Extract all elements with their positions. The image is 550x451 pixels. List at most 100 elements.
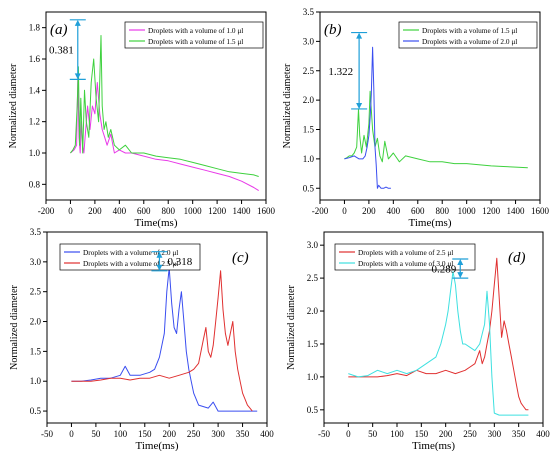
x-tick-label: 350 [512, 429, 526, 439]
y-tick-label: 3.0 [303, 36, 315, 46]
y-tick-label: 0.5 [30, 406, 42, 416]
y-tick-label: 0.8 [29, 179, 41, 189]
x-tick-label: 400 [260, 429, 274, 439]
y-tick-label: 1.2 [29, 117, 40, 127]
y-axis-label: Normalized diameter [286, 284, 297, 369]
plot-frame [46, 231, 268, 424]
series-line-2 [344, 46, 391, 189]
y-axis-label: Normalized diameter [282, 63, 293, 148]
x-tick-label: 1400 [233, 206, 252, 216]
series-line-1 [348, 257, 529, 411]
x-tick-label: -50 [41, 429, 53, 439]
annotation-arrowhead-top [156, 251, 163, 258]
x-tick-label: 150 [415, 429, 429, 439]
x-tick-label: 600 [411, 206, 425, 216]
plot-frame [45, 11, 267, 201]
legend-entry: Droplets with a volume of 2.5 μl [358, 248, 453, 257]
x-tick-label: 400 [387, 206, 401, 216]
x-tick-label: 250 [463, 429, 477, 439]
x-tick-label: -50 [318, 429, 330, 439]
x-tick-label: 0 [342, 206, 347, 216]
x-tick-label: 600 [137, 206, 151, 216]
x-tick-label: 200 [162, 429, 176, 439]
x-tick-label: 1600 [531, 206, 550, 216]
panel-label: (c) [232, 250, 249, 266]
y-tick-label: 1.8 [29, 23, 41, 33]
y-tick-label: 2.0 [30, 317, 42, 327]
y-tick-label: 1.6 [29, 54, 41, 64]
annotation-label: 0.289 [432, 264, 457, 276]
legend-box [398, 21, 538, 49]
x-tick-label: 100 [390, 429, 404, 439]
y-tick-label: 3.0 [30, 257, 42, 267]
panel-label: (d) [508, 250, 526, 266]
x-tick-label: 200 [362, 206, 376, 216]
x-tick-label: 400 [536, 429, 550, 439]
y-tick-label: 0.5 [303, 183, 315, 193]
annotation-label: 1.322 [328, 66, 353, 78]
x-tick-label: 250 [187, 429, 201, 439]
annotation-arrowhead-top [74, 19, 81, 26]
legend-box [59, 243, 201, 271]
chart-panel-4: -50 0 50 100 150 200 250 300 350 400 0.5 1.0 1.5 2.0 2… [286, 231, 550, 451]
legend-entry: Droplets with a volume of 2.0 μl [83, 248, 178, 257]
y-tick-label: 1.4 [29, 85, 41, 95]
x-tick-label: 1400 [507, 206, 526, 216]
x-tick-label: 1200 [482, 206, 501, 216]
x-tick-label: 200 [88, 206, 102, 216]
y-tick-label: 3.0 [307, 240, 319, 250]
panel-label: (a) [50, 22, 68, 38]
x-tick-label: -200 [38, 206, 55, 216]
y-tick-label: 1.0 [30, 376, 42, 386]
series-line-2 [70, 35, 259, 177]
x-tick-label: 0 [68, 206, 73, 216]
legend-entry: Droplets with a volume of 1.0 μl [148, 26, 243, 35]
x-tick-label: 350 [236, 429, 250, 439]
x-tick-label: 800 [161, 206, 175, 216]
y-tick-label: 1.0 [307, 372, 319, 382]
x-tick-label: 800 [435, 206, 449, 216]
y-tick-label: 0.5 [307, 405, 319, 415]
annotation-arrowhead-top [457, 259, 464, 266]
y-tick-label: 2.5 [303, 66, 315, 76]
x-tick-label: 1000 [458, 206, 477, 216]
x-tick-label: 300 [211, 429, 225, 439]
series-line-1 [344, 90, 528, 169]
y-tick-label: 1.5 [307, 339, 319, 349]
y-tick-label: 2.0 [303, 95, 315, 105]
x-tick-label: 1200 [208, 206, 227, 216]
y-axis-label: Normalized diameter [9, 284, 20, 369]
annotation-label: 0.318 [167, 256, 192, 268]
x-tick-label: 50 [91, 429, 101, 439]
legend-entry: Droplets with a volume of 1.5 μl [148, 37, 243, 46]
annotation-label: 0.381 [49, 45, 74, 57]
y-tick-label: 1.5 [303, 125, 315, 135]
x-tick-label: 1600 [257, 206, 276, 216]
chart-panel-3: -50 0 50 100 150 200 250 300 350 400 0.5 1.0 1.5 2.0 2… [9, 227, 274, 451]
legend-entry: Droplets with a volume of 3.0 μl [358, 259, 453, 268]
x-tick-label: 50 [368, 429, 378, 439]
x-tick-label: 300 [488, 429, 502, 439]
series-line-1 [71, 267, 258, 412]
annotation-arrowhead-bottom [457, 272, 464, 279]
y-tick-label: 1.0 [29, 148, 41, 158]
series-line-2 [71, 270, 253, 412]
y-axis-label: Normalized diameter [8, 63, 19, 148]
x-tick-label: 100 [114, 429, 128, 439]
y-tick-label: 2.5 [307, 273, 319, 283]
y-tick-label: 1.5 [30, 346, 42, 356]
x-tick-label: 0 [346, 429, 351, 439]
legend-box [334, 243, 476, 271]
legend-entry: Droplets with a volume of 2.0 μl [422, 37, 517, 46]
annotation-arrowhead-bottom [356, 102, 363, 109]
legend-box [124, 21, 264, 49]
plot-frame [323, 231, 544, 424]
y-tick-label: 2.5 [30, 287, 42, 297]
annotation-arrowhead-bottom [156, 264, 163, 271]
x-axis-label: Time(ms) [412, 440, 455, 451]
x-tick-label: 200 [439, 429, 453, 439]
y-tick-label: 2.0 [307, 306, 319, 316]
annotation-arrowhead-top [356, 32, 363, 39]
x-tick-label: 150 [138, 429, 152, 439]
